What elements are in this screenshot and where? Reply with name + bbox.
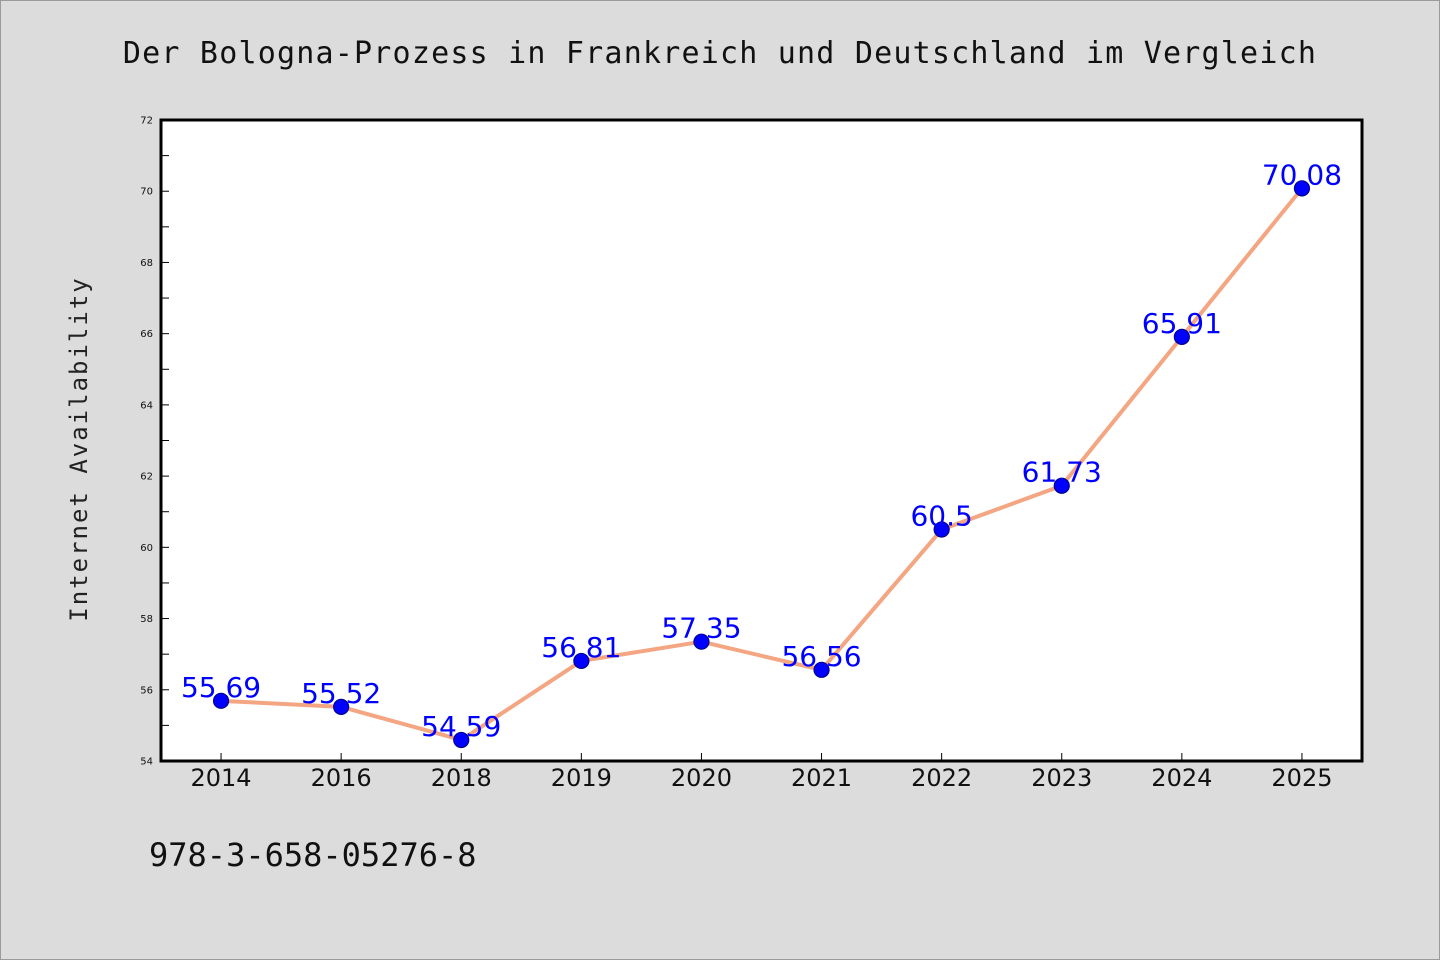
x-tick-label: 2024 — [1151, 764, 1212, 792]
x-tick-label: 2025 — [1271, 764, 1332, 792]
data-point — [813, 661, 830, 678]
data-label: 70.08 — [1262, 158, 1342, 191]
y-tick-label: 54 — [140, 757, 153, 768]
y-tick-label: 72 — [140, 116, 153, 127]
data-label: 56.56 — [781, 640, 861, 673]
y-tick-label: 70 — [140, 187, 153, 198]
x-tick-label: 2021 — [791, 764, 852, 792]
series-line — [219, 186, 1304, 742]
x-tick-label: 2014 — [191, 764, 252, 792]
data-label: 56.81 — [541, 631, 621, 664]
footer-code: 978-3-658-05276-8 — [149, 836, 477, 874]
x-tick-label: 2016 — [311, 764, 372, 792]
series-group: 55.69 55.52 54.59 56.81 57.35 56.56 60.5 61.73 6… — [181, 158, 1342, 749]
y-tick-label: 68 — [140, 258, 153, 269]
x-tick-label: 2022 — [911, 764, 972, 792]
data-point — [573, 652, 590, 670]
data-point — [453, 731, 470, 749]
data-label: 54.59 — [421, 710, 501, 743]
y-tick-label: 62 — [140, 472, 153, 483]
data-point — [1053, 477, 1070, 494]
data-point — [693, 633, 710, 650]
data-label: 57.35 — [661, 612, 741, 645]
x-tick-label: 2018 — [431, 764, 492, 792]
data-point — [1293, 180, 1311, 197]
data-point — [333, 698, 350, 715]
y-tick-label: 64 — [140, 400, 153, 411]
y-tick-label: 56 — [140, 685, 153, 696]
x-tick-label: 2019 — [551, 764, 612, 792]
x-tick-label: 2020 — [671, 764, 732, 792]
y-axis: 54 56 58 60 62 64 66 68 70 72 — [140, 116, 169, 768]
data-point — [933, 521, 950, 538]
x-tick-label: 2023 — [1031, 764, 1092, 792]
plot-area — [159, 118, 1364, 763]
data-label: 61.73 — [1022, 456, 1102, 489]
y-tick-label: 58 — [140, 614, 153, 625]
y-tick-label: 66 — [140, 329, 153, 340]
y-axis-label: Internet Availability — [65, 276, 93, 621]
data-point — [212, 692, 230, 709]
x-axis: 2014 2016 2018 2019 2020 2021 2022 2023 2024 2025 — [191, 753, 1332, 792]
data-label: 55.69 — [181, 671, 261, 704]
data-label: 65.91 — [1142, 307, 1222, 340]
data-label: 55.52 — [301, 677, 381, 710]
chart-title: Der Bologna-Prozess in Frankreich und De… — [123, 36, 1317, 71]
data-point — [1173, 328, 1190, 345]
data-label: 60.5 — [910, 500, 972, 533]
y-tick-label: 60 — [140, 543, 153, 554]
